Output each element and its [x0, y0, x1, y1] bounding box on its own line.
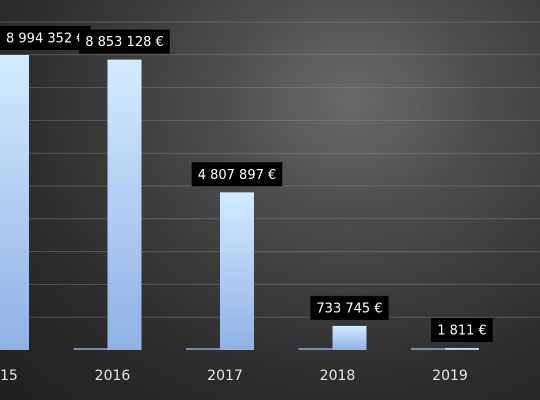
- data-label-box: [431, 318, 493, 342]
- data-label-box: [191, 162, 283, 187]
- x-axis: 2015 2016 2017 2018 2019: [0, 368, 468, 384]
- data-label-text: 4 807 897 €: [198, 168, 277, 183]
- bar-2019: [445, 348, 479, 350]
- bar-2015: [0, 54, 29, 350]
- x-tick-label: 2016: [95, 368, 131, 384]
- bar-series-1-2019: [411, 348, 445, 350]
- data-label-text: 1 811 €: [437, 324, 487, 339]
- x-tick-label: 2018: [320, 368, 356, 384]
- bar-series-1-2017: [186, 348, 220, 350]
- x-tick-label: 2019: [432, 368, 468, 384]
- data-label-text: 8 994 352 €: [6, 32, 85, 47]
- bar-layer: [0, 54, 479, 350]
- bar-series-1-2018: [298, 348, 333, 350]
- data-label-text: 733 745 €: [316, 301, 382, 316]
- data-label-2016: 8 853 128 €: [79, 29, 170, 54]
- data-label-2018: 733 745 €: [310, 295, 389, 320]
- data-label-2019: 1 811 €: [431, 318, 493, 342]
- x-tick-label: 2015: [0, 368, 18, 384]
- bar-2017: [220, 192, 254, 350]
- bar-series-1-2016: [73, 348, 108, 350]
- bar-2016: [107, 59, 142, 350]
- data-label-2015: 8 994 352 €: [0, 26, 91, 50]
- data-label-box: [0, 26, 91, 50]
- data-label-box: [79, 29, 170, 54]
- data-label-text: 8 853 128 €: [85, 35, 164, 50]
- bar-2018: [332, 325, 367, 350]
- x-tick-label: 2017: [207, 368, 243, 384]
- data-label-box: [310, 295, 389, 320]
- data-label-2017: 4 807 897 €: [191, 162, 283, 187]
- data-labels: 8 994 352 €8 853 128 € 4 807 897 € 733 745…: [0, 26, 493, 342]
